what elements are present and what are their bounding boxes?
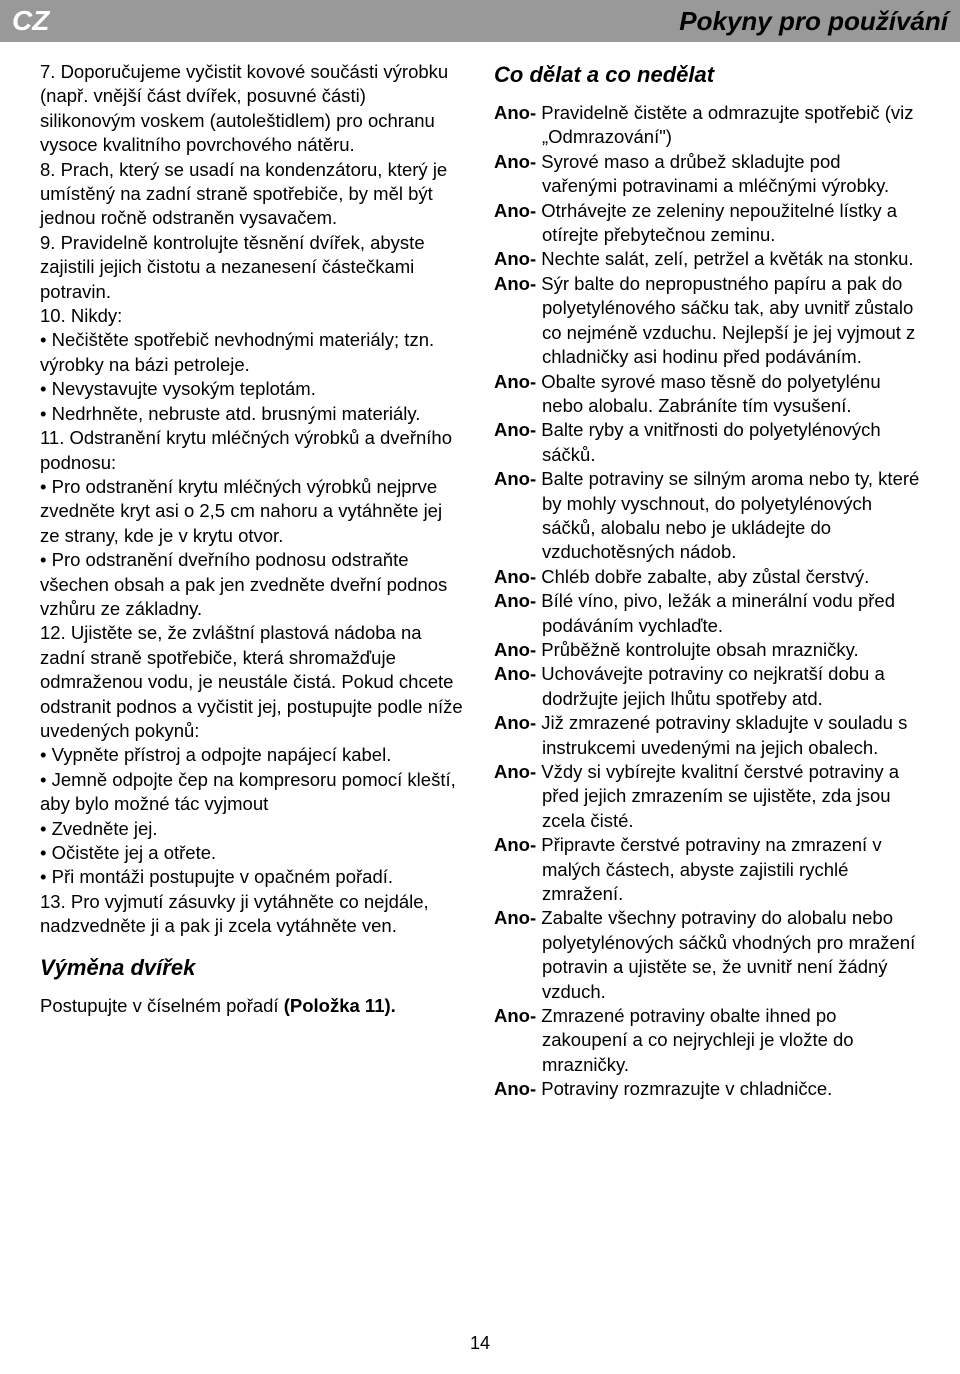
para-8: 8. Prach, který se usadí na kondenzátoru… bbox=[40, 158, 466, 231]
ano-item: Ano- Obalte syrové maso těsně do polyety… bbox=[494, 370, 920, 419]
ano-text: Balte ryby a vnitřnosti do polyetylénový… bbox=[536, 419, 880, 464]
ano-text: Sýr balte do nepropustného papíru a pak … bbox=[536, 273, 915, 367]
ano-item: Ano- Připravte čerstvé potraviny na zmra… bbox=[494, 833, 920, 906]
bullet-g: • Jemně odpojte čep na kompresoru pomocí… bbox=[40, 768, 466, 817]
content-columns: 7. Doporučujeme vyčistit kovové součásti… bbox=[0, 42, 960, 1102]
ano-text: Nechte salát, zelí, petržel a květák na … bbox=[536, 248, 913, 269]
ano-text: Připravte čerstvé potraviny na zmrazení … bbox=[536, 834, 881, 904]
ano-list: Ano- Pravidelně čistěte a odmrazujte spo… bbox=[494, 101, 920, 1102]
ano-item: Ano- Již zmrazené potraviny skladujte v … bbox=[494, 711, 920, 760]
header-left-code: CZ bbox=[12, 5, 49, 37]
ano-label: Ano- bbox=[494, 371, 536, 392]
ano-label: Ano- bbox=[494, 273, 536, 294]
ano-label: Ano- bbox=[494, 663, 536, 684]
ano-text: Zabalte všechny potraviny do alobalu neb… bbox=[536, 907, 915, 1001]
bullet-b: • Nevystavujte vysokým teplotám. bbox=[40, 377, 466, 401]
ano-label: Ano- bbox=[494, 248, 536, 269]
ano-label: Ano- bbox=[494, 151, 536, 172]
left-column: 7. Doporučujeme vyčistit kovové součásti… bbox=[40, 60, 466, 1102]
ano-label: Ano- bbox=[494, 712, 536, 733]
ano-text: Uchovávejte potraviny co nejkratší dobu … bbox=[536, 663, 885, 708]
ano-item: Ano- Uchovávejte potraviny co nejkratší … bbox=[494, 662, 920, 711]
ano-text: Potraviny rozmrazujte v chladničce. bbox=[536, 1078, 832, 1099]
ano-text: Vždy si vybírejte kvalitní čerstvé potra… bbox=[536, 761, 899, 831]
ano-text: Zmrazené potraviny obalte ihned po zakou… bbox=[536, 1005, 853, 1075]
right-column: Co dělat a co nedělat Ano- Pravidelně či… bbox=[494, 60, 920, 1102]
ano-text: Syrové maso a drůbež skladujte pod vařen… bbox=[536, 151, 889, 196]
bullet-j: • Při montáži postupujte v opačném pořad… bbox=[40, 865, 466, 889]
postup-text: Postupujte v číselném pořadí bbox=[40, 995, 284, 1016]
ano-label: Ano- bbox=[494, 590, 536, 611]
ano-item: Ano- Balte potraviny se silným aroma neb… bbox=[494, 467, 920, 565]
ano-item: Ano- Otrhávejte ze zeleniny nepoužitelné… bbox=[494, 199, 920, 248]
para-12: 12. Ujistěte se, že zvláštní plastová ná… bbox=[40, 621, 466, 743]
ano-label: Ano- bbox=[494, 1078, 536, 1099]
bullet-e: • Pro odstranění dveřního podnosu odstra… bbox=[40, 548, 466, 621]
postup-bold: (Položka 11). bbox=[284, 995, 396, 1016]
ano-text: Balte potraviny se silným aroma nebo ty,… bbox=[536, 468, 919, 562]
ano-item: Ano- Vždy si vybírejte kvalitní čerstvé … bbox=[494, 760, 920, 833]
ano-item: Ano- Zabalte všechny potraviny do alobal… bbox=[494, 906, 920, 1004]
ano-label: Ano- bbox=[494, 907, 536, 928]
bullet-i: • Očistěte jej a otřete. bbox=[40, 841, 466, 865]
para-11: 11. Odstranění krytu mléčných výrobků a … bbox=[40, 426, 466, 475]
bullet-f: • Vypněte přístroj a odpojte napájecí ka… bbox=[40, 743, 466, 767]
ano-item: Ano- Průběžně kontrolujte obsah mrazničk… bbox=[494, 638, 920, 662]
ano-text: Otrhávejte ze zeleniny nepoužitelné líst… bbox=[536, 200, 897, 245]
ano-item: Ano- Syrové maso a drůbež skladujte pod … bbox=[494, 150, 920, 199]
bullet-a: • Nečištěte spotřebič nevhodnými materiá… bbox=[40, 328, 466, 377]
ano-text: Již zmrazené potraviny skladujte v soula… bbox=[536, 712, 907, 757]
ano-label: Ano- bbox=[494, 566, 536, 587]
para-13: 13. Pro vyjmutí zásuvky ji vytáhněte co … bbox=[40, 890, 466, 939]
header-bar: CZ Pokyny pro používání bbox=[0, 0, 960, 42]
section-title-vymena: Výměna dvířek bbox=[40, 953, 466, 982]
ano-item: Ano- Bílé víno, pivo, ležák a minerální … bbox=[494, 589, 920, 638]
ano-item: Ano- Chléb dobře zabalte, aby zůstal čer… bbox=[494, 565, 920, 589]
bullet-h: • Zvedněte jej. bbox=[40, 817, 466, 841]
ano-item: Ano- Balte ryby a vnitřnosti do polyetyl… bbox=[494, 418, 920, 467]
ano-text: Chléb dobře zabalte, aby zůstal čerstvý. bbox=[536, 566, 869, 587]
ano-text: Bílé víno, pivo, ležák a minerální vodu … bbox=[536, 590, 895, 635]
right-title: Co dělat a co nedělat bbox=[494, 60, 920, 89]
ano-item: Ano- Potraviny rozmrazujte v chladničce. bbox=[494, 1077, 920, 1101]
ano-label: Ano- bbox=[494, 200, 536, 221]
ano-item: Ano- Sýr balte do nepropustného papíru a… bbox=[494, 272, 920, 370]
bullet-d: • Pro odstranění krytu mléčných výrobků … bbox=[40, 475, 466, 548]
ano-text: Pravidelně čistěte a odmrazujte spotřebi… bbox=[536, 102, 913, 147]
ano-item: Ano- Zmrazené potraviny obalte ihned po … bbox=[494, 1004, 920, 1077]
ano-label: Ano- bbox=[494, 639, 536, 660]
page-number: 14 bbox=[0, 1333, 960, 1354]
bullet-c: • Nedrhněte, nebruste atd. brusnými mate… bbox=[40, 402, 466, 426]
para-9: 9. Pravidelně kontrolujte těsnění dvířek… bbox=[40, 231, 466, 304]
ano-label: Ano- bbox=[494, 761, 536, 782]
ano-text: Průběžně kontrolujte obsah mrazničky. bbox=[536, 639, 859, 660]
ano-item: Ano- Nechte salát, zelí, petržel a květá… bbox=[494, 247, 920, 271]
para-postup: Postupujte v číselném pořadí (Položka 11… bbox=[40, 994, 466, 1018]
para-7: 7. Doporučujeme vyčistit kovové součásti… bbox=[40, 60, 466, 158]
ano-text: Obalte syrové maso těsně do polyetylénu … bbox=[536, 371, 881, 416]
ano-item: Ano- Pravidelně čistěte a odmrazujte spo… bbox=[494, 101, 920, 150]
ano-label: Ano- bbox=[494, 1005, 536, 1026]
ano-label: Ano- bbox=[494, 834, 536, 855]
header-right-title: Pokyny pro používání bbox=[679, 6, 948, 37]
ano-label: Ano- bbox=[494, 468, 536, 489]
para-10: 10. Nikdy: bbox=[40, 304, 466, 328]
ano-label: Ano- bbox=[494, 419, 536, 440]
ano-label: Ano- bbox=[494, 102, 536, 123]
